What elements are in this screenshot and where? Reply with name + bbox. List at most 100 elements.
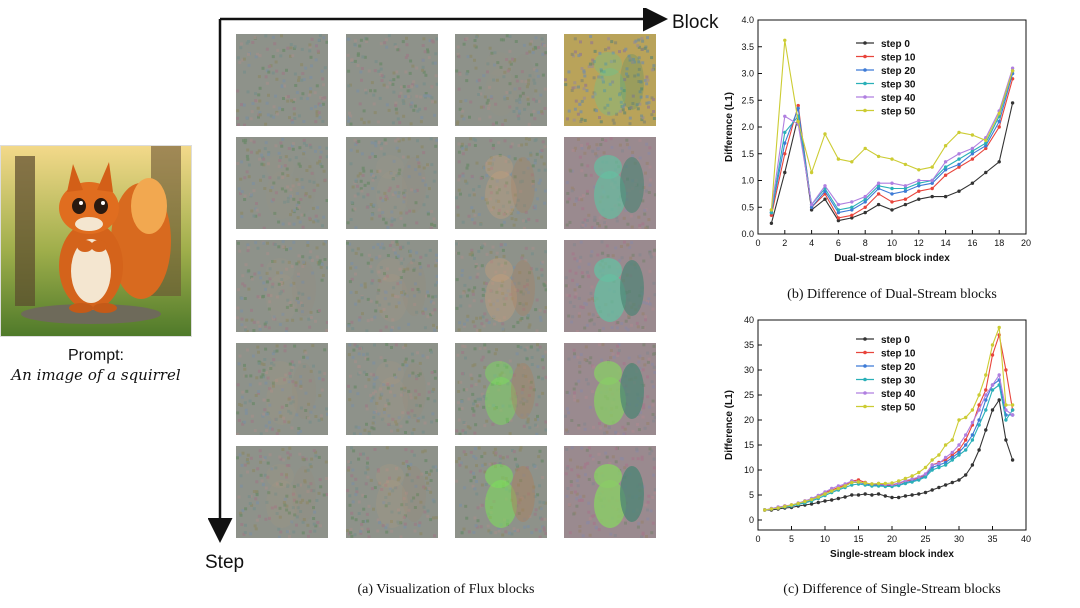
data-point bbox=[769, 507, 774, 511]
block-tile bbox=[564, 240, 656, 332]
data-point bbox=[783, 141, 787, 145]
y-tick-label: 5 bbox=[749, 490, 754, 500]
data-point bbox=[937, 453, 941, 457]
data-point bbox=[957, 418, 961, 422]
data-point bbox=[1004, 418, 1008, 422]
data-point bbox=[950, 438, 954, 442]
data-point bbox=[836, 202, 841, 207]
legend-marker bbox=[863, 81, 867, 86]
data-point bbox=[897, 495, 901, 500]
data-point bbox=[796, 103, 800, 108]
data-point bbox=[997, 125, 1001, 129]
data-point bbox=[876, 492, 881, 496]
data-point bbox=[937, 461, 941, 466]
data-point bbox=[970, 152, 975, 156]
data-point bbox=[796, 119, 800, 124]
data-point bbox=[970, 433, 975, 437]
data-point bbox=[997, 383, 1001, 387]
data-point bbox=[870, 482, 874, 486]
data-point bbox=[977, 408, 981, 412]
legend-marker bbox=[863, 377, 867, 382]
data-point bbox=[943, 483, 948, 487]
data-point bbox=[943, 455, 948, 460]
data-point bbox=[783, 130, 787, 135]
data-point bbox=[984, 408, 988, 412]
block-tile bbox=[236, 343, 328, 435]
block-tile bbox=[455, 240, 547, 332]
data-point bbox=[836, 496, 841, 501]
x-tick-label: 25 bbox=[920, 534, 930, 544]
data-point bbox=[984, 393, 988, 397]
block-tile bbox=[564, 446, 656, 538]
block-tile bbox=[455, 34, 547, 126]
x-tick-label: 14 bbox=[941, 238, 951, 248]
data-point bbox=[957, 478, 961, 482]
data-point bbox=[1004, 403, 1008, 407]
data-point bbox=[876, 481, 881, 486]
data-point bbox=[943, 463, 948, 467]
x-tick-label: 18 bbox=[994, 238, 1004, 248]
legend-marker bbox=[863, 404, 867, 409]
data-point bbox=[890, 181, 894, 185]
data-point bbox=[930, 181, 934, 185]
data-point bbox=[957, 443, 961, 447]
legend-marker bbox=[863, 108, 867, 113]
data-point bbox=[937, 485, 941, 490]
data-point bbox=[970, 157, 975, 161]
data-point bbox=[836, 210, 841, 215]
data-point bbox=[890, 495, 894, 500]
data-point bbox=[964, 443, 968, 447]
data-point bbox=[870, 493, 874, 497]
y-tick-label: 20 bbox=[744, 415, 754, 425]
legend-label: step 40 bbox=[881, 389, 916, 400]
data-point bbox=[789, 503, 794, 507]
data-point bbox=[984, 373, 988, 377]
data-point bbox=[863, 481, 867, 485]
block-tile bbox=[236, 240, 328, 332]
block-tile bbox=[455, 343, 547, 435]
block-tile bbox=[236, 137, 328, 229]
data-point bbox=[957, 165, 961, 169]
data-point bbox=[984, 146, 988, 151]
data-point bbox=[809, 202, 814, 207]
data-point bbox=[843, 484, 847, 488]
data-point bbox=[850, 160, 854, 164]
data-point bbox=[856, 480, 861, 484]
data-point bbox=[943, 443, 948, 447]
data-point bbox=[809, 502, 814, 506]
data-point bbox=[783, 504, 787, 509]
data-point bbox=[930, 488, 934, 492]
data-point bbox=[769, 221, 774, 225]
data-point bbox=[990, 343, 995, 347]
data-point bbox=[876, 184, 881, 188]
data-point bbox=[850, 216, 854, 220]
legend-marker bbox=[863, 41, 867, 45]
block-tile bbox=[455, 137, 547, 229]
legend-marker bbox=[863, 364, 867, 368]
x-tick-label: 30 bbox=[954, 534, 964, 544]
data-point bbox=[836, 208, 841, 212]
x-tick-label: 10 bbox=[887, 238, 897, 248]
caption-a: (a) Visualization of Flux blocks bbox=[357, 582, 535, 597]
data-point bbox=[917, 178, 921, 183]
x-tick-label: 20 bbox=[887, 534, 897, 544]
legend-label: step 20 bbox=[881, 66, 916, 77]
data-point bbox=[783, 114, 787, 119]
legend-label: step 30 bbox=[881, 80, 916, 91]
data-point bbox=[809, 497, 814, 502]
data-point bbox=[776, 506, 780, 510]
data-point bbox=[990, 388, 995, 392]
data-point bbox=[830, 486, 834, 491]
data-point bbox=[930, 458, 934, 462]
legend-label: step 10 bbox=[881, 53, 916, 64]
data-point bbox=[863, 492, 867, 496]
x-tick-label: 15 bbox=[853, 534, 863, 544]
data-point bbox=[943, 168, 948, 172]
data-point bbox=[917, 189, 921, 193]
data-point bbox=[1010, 403, 1015, 407]
legend-label: step 20 bbox=[881, 362, 916, 373]
data-point bbox=[917, 475, 921, 479]
data-point bbox=[957, 162, 961, 167]
data-point bbox=[809, 170, 814, 175]
data-point bbox=[897, 479, 901, 483]
